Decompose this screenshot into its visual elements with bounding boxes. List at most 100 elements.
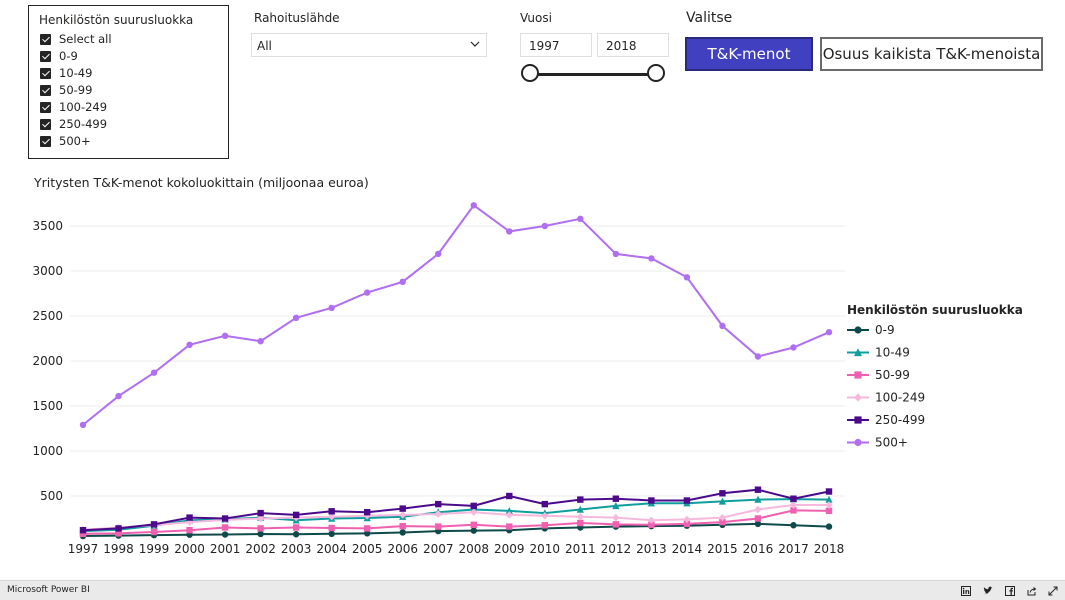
year-slider-end-handle[interactable]	[647, 64, 665, 82]
data-point	[506, 492, 513, 500]
series-line	[82, 488, 830, 532]
data-point	[399, 511, 407, 519]
slicer-item-50-99[interactable]: 50-99	[40, 83, 92, 97]
y-tick-label: 2000	[32, 354, 63, 368]
data-point	[434, 510, 442, 518]
data-point	[612, 250, 620, 258]
data-point	[186, 341, 193, 348]
legend-label: 50-99	[875, 368, 910, 382]
share-icon[interactable]	[1027, 586, 1037, 596]
data-point	[79, 530, 87, 537]
data-point	[612, 521, 620, 528]
tk-menot-button[interactable]: T&K-menot	[685, 37, 813, 71]
data-point	[577, 215, 584, 222]
data-point	[363, 525, 371, 532]
data-point	[648, 255, 655, 262]
slicer-item-label: 250-499	[59, 117, 108, 131]
size-class-slicer-title: Henkilöstön suurusluokka	[39, 13, 194, 27]
data-point	[470, 502, 477, 510]
data-point	[719, 490, 726, 497]
data-point	[150, 521, 158, 528]
data-point	[328, 508, 335, 515]
year-end-input[interactable]: 2018	[597, 33, 669, 57]
year-start-input[interactable]: 1997	[520, 33, 592, 57]
checkbox-checked-icon[interactable]	[40, 118, 51, 130]
data-point	[328, 304, 335, 312]
data-point	[683, 520, 691, 528]
data-point	[754, 505, 762, 514]
y-tick-label: 3500	[32, 219, 63, 233]
data-point	[825, 495, 833, 503]
y-tick-label: 1500	[32, 399, 63, 413]
checkbox-checked-icon[interactable]	[40, 135, 51, 147]
legend-marker	[854, 438, 862, 447]
checkbox-checked-icon[interactable]	[40, 67, 51, 79]
slicer-item-label: 100-249	[59, 100, 108, 114]
x-tick-label: 1999	[139, 542, 170, 556]
x-tick-label: 2011	[565, 542, 596, 556]
data-point	[719, 518, 726, 526]
slicer-item-500-plus[interactable]: 500+	[40, 134, 91, 148]
year-slider-start-handle[interactable]	[521, 64, 539, 82]
x-tick-label: 2008	[458, 542, 489, 556]
data-point	[221, 332, 229, 339]
data-point	[363, 289, 371, 296]
data-point	[576, 513, 585, 521]
data-point	[399, 278, 406, 285]
legend-marker	[854, 416, 862, 424]
legend-marker	[854, 371, 862, 379]
slicer-item-0-9[interactable]: 0-9	[40, 49, 78, 63]
year-slider-track[interactable]	[530, 73, 656, 76]
data-point	[789, 501, 798, 509]
size-class-slicer: Henkilöstön suurusluokka Select all 0-9 …	[28, 5, 229, 159]
data-point	[825, 507, 833, 515]
data-point	[719, 322, 726, 330]
slicer-item-100-249[interactable]: 100-249	[40, 100, 107, 114]
legend-label: 500+	[875, 436, 908, 450]
checkbox-checked-icon[interactable]	[40, 101, 51, 113]
facebook-icon[interactable]	[1005, 586, 1015, 596]
powerbi-brand-link[interactable]: Microsoft Power BI	[7, 585, 90, 595]
data-point	[435, 500, 442, 508]
data-point	[292, 524, 300, 531]
data-point	[257, 525, 264, 532]
x-tick-label: 2001	[210, 542, 241, 556]
data-point	[505, 507, 513, 515]
fullscreen-icon[interactable]	[1048, 586, 1058, 596]
funding-source-dropdown[interactable]: All	[251, 33, 487, 57]
checkbox-checked-icon[interactable]	[40, 33, 51, 45]
data-point	[506, 228, 513, 235]
x-tick-label: 2016	[743, 542, 774, 556]
x-tick-label: 2012	[601, 542, 632, 556]
data-point	[435, 250, 442, 258]
data-point	[506, 523, 513, 530]
data-point	[435, 523, 442, 530]
osuus-button[interactable]: Osuus kaikista T&K-menoista	[820, 37, 1043, 71]
data-point	[683, 274, 691, 281]
checkbox-checked-icon[interactable]	[40, 50, 51, 62]
footer-bar: Microsoft Power BI	[0, 580, 1065, 600]
series-line	[82, 509, 830, 535]
checkbox-checked-icon[interactable]	[40, 84, 51, 96]
data-point	[577, 496, 584, 503]
twitter-icon[interactable]	[983, 586, 993, 596]
data-point	[115, 392, 122, 400]
data-point	[790, 495, 797, 502]
slicer-item-250-499[interactable]: 250-499	[40, 117, 107, 131]
data-point	[754, 520, 762, 528]
slicer-item-select-all[interactable]: Select all	[40, 32, 112, 46]
linkedin-icon[interactable]	[961, 586, 971, 596]
x-tick-label: 2006	[387, 542, 418, 556]
data-point	[612, 502, 620, 510]
y-tick-label: 500	[40, 489, 63, 503]
chart-title: Yritysten T&K-menot kokoluokittain (milj…	[34, 175, 369, 190]
chevron-down-icon[interactable]	[470, 39, 480, 49]
data-point	[150, 528, 158, 536]
slicer-item-10-49[interactable]: 10-49	[40, 66, 92, 80]
data-point	[363, 512, 371, 520]
data-point	[541, 512, 549, 520]
y-tick-label: 1000	[32, 444, 63, 458]
y-tick-label: 3000	[32, 264, 63, 278]
data-point	[790, 522, 797, 529]
data-point	[363, 509, 371, 516]
